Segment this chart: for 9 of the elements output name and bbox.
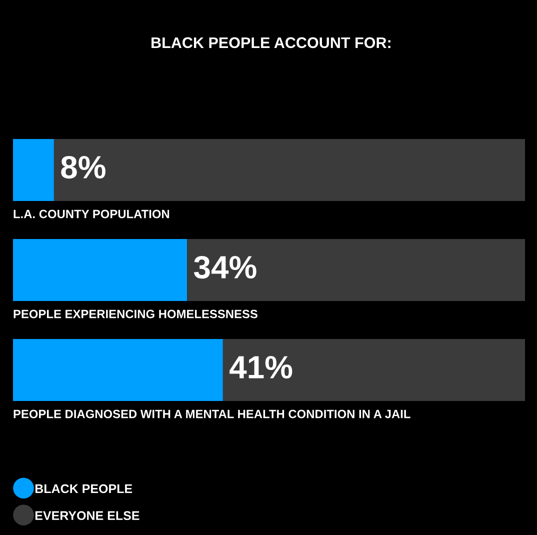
data-label: 41% [230,356,292,379]
chart-title: BLACK PEOPLE ACCOUNT FOR: [152,37,390,48]
legend-label: BLACK PEOPLE [35,484,132,494]
y-tick-label: L.A. COUNTY POPULATION [14,210,170,218]
legend-label: EVERYONE ELSE [35,511,140,520]
y-tick-label: PEOPLE DIAGNOSED WITH A MENTAL HEALTH CONDITION IN A JAIL [14,410,410,418]
data-label: 34% [194,256,256,279]
y-tick-label: PEOPLE EXPERIENCING HOMELESSNESS [14,310,258,318]
data-label: 8% [61,156,106,179]
